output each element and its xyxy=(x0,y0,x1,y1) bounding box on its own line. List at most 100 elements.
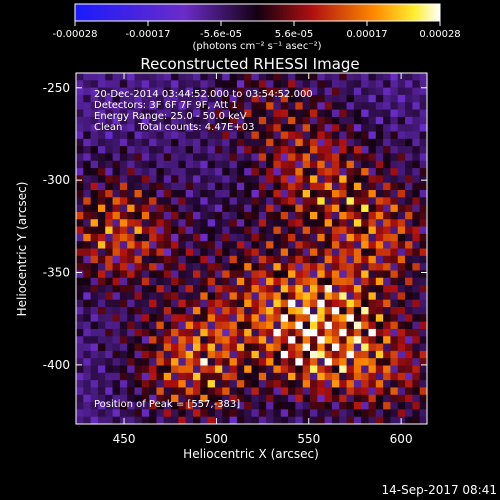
heatmap-cell xyxy=(112,146,121,154)
heatmap-cell xyxy=(383,219,391,227)
heatmap-cell xyxy=(383,168,391,176)
heatmap-cell xyxy=(405,168,413,176)
heatmap-cell xyxy=(141,219,150,227)
heatmap-cell xyxy=(324,248,333,257)
heatmap-cell xyxy=(273,409,282,418)
heatmap-cell xyxy=(353,160,362,169)
heatmap-cell xyxy=(229,277,238,286)
heatmap-cell xyxy=(266,394,274,403)
heatmap-cell xyxy=(258,146,267,154)
heatmap-cell xyxy=(214,131,223,140)
heatmap-cell xyxy=(119,409,128,418)
heatmap-cell xyxy=(105,350,113,359)
heatmap-cell xyxy=(134,211,143,220)
heatmap-cell xyxy=(375,358,384,366)
heatmap-cell xyxy=(163,175,172,184)
heatmap-cell xyxy=(105,168,113,176)
heatmap-cell xyxy=(383,241,391,249)
heatmap-cell xyxy=(193,87,201,96)
heatmap-cell xyxy=(127,299,135,308)
heatmap-cell xyxy=(266,299,274,308)
heatmap-cell xyxy=(383,380,391,388)
heatmap-cell xyxy=(97,380,106,388)
heatmap-cell xyxy=(397,270,406,279)
heatmap-cell xyxy=(295,211,304,220)
heatmap-cell xyxy=(97,73,106,81)
heatmap-cell xyxy=(390,255,399,264)
heatmap-cell xyxy=(83,409,92,418)
heatmap-cell xyxy=(361,87,369,96)
heatmap-cell xyxy=(156,343,165,352)
heatmap-cell xyxy=(280,416,289,424)
heatmap-cell xyxy=(361,270,369,279)
heatmap-cell xyxy=(280,314,289,323)
heatmap-cell xyxy=(229,321,238,330)
heatmap-cell xyxy=(310,211,318,220)
heatmap-cell xyxy=(156,73,165,81)
heatmap-cell xyxy=(346,138,355,147)
heatmap-cell xyxy=(178,73,187,81)
heatmap-cell xyxy=(83,387,92,396)
heatmap-cell xyxy=(97,124,106,132)
heatmap-cell xyxy=(149,190,157,198)
heatmap-cell xyxy=(134,182,143,191)
heatmap-cell xyxy=(266,263,274,271)
heatmap-cell xyxy=(251,263,260,271)
heatmap-cell xyxy=(105,211,113,220)
heatmap-cell xyxy=(295,153,304,162)
heatmap-cell xyxy=(222,175,230,184)
heatmap-cell xyxy=(149,255,157,264)
heatmap-cell xyxy=(331,146,340,154)
heatmap-cell xyxy=(251,321,260,330)
heatmap-cell xyxy=(127,365,135,374)
heatmap-cell xyxy=(324,124,333,132)
heatmap-cell xyxy=(141,116,150,125)
heatmap-cell xyxy=(134,241,143,249)
heatmap-cell xyxy=(273,365,282,374)
heatmap-cell xyxy=(222,350,230,359)
heatmap-cell xyxy=(266,248,274,257)
heatmap-cell xyxy=(214,211,223,220)
heatmap-cell xyxy=(258,233,267,242)
heatmap-cell xyxy=(324,102,333,110)
heatmap-cell xyxy=(390,233,399,242)
heatmap-cell xyxy=(236,116,245,125)
heatmap-cell xyxy=(149,402,157,410)
heatmap-cell xyxy=(207,73,216,81)
heatmap-cell xyxy=(339,80,347,89)
heatmap-cell xyxy=(302,219,311,227)
heatmap-cell xyxy=(163,380,172,388)
heatmap-cell xyxy=(331,387,340,396)
heatmap-cell xyxy=(273,270,282,279)
heatmap-cell xyxy=(251,336,260,344)
heatmap-cell xyxy=(171,328,179,337)
heatmap-cell xyxy=(258,190,267,198)
heatmap-cell xyxy=(222,219,230,227)
heatmap-cell xyxy=(244,394,252,403)
heatmap-cell xyxy=(412,153,421,162)
heatmap-cell xyxy=(97,321,106,330)
heatmap-cell xyxy=(200,182,209,191)
heatmap-cell xyxy=(317,160,326,169)
heatmap-cell xyxy=(258,131,267,140)
heatmap-cell xyxy=(236,328,245,337)
heatmap-cell xyxy=(90,241,99,249)
heatmap-cell xyxy=(185,190,194,198)
heatmap-cell xyxy=(163,416,172,424)
heatmap-cell xyxy=(200,321,209,330)
heatmap-cell xyxy=(375,387,384,396)
heatmap-cell xyxy=(141,146,150,154)
heatmap-cell xyxy=(97,197,106,206)
heatmap-cell xyxy=(251,416,260,424)
heatmap-cell xyxy=(127,131,135,140)
heatmap-cell xyxy=(149,248,157,257)
heatmap-cell xyxy=(134,168,143,176)
heatmap-cell xyxy=(222,109,230,118)
heatmap-cell xyxy=(397,409,406,418)
heatmap-cell xyxy=(244,197,252,206)
heatmap-cell xyxy=(353,416,362,424)
heatmap-cell xyxy=(214,116,223,125)
heatmap-cell xyxy=(141,380,150,388)
heatmap-cell xyxy=(214,175,223,184)
heatmap-cell xyxy=(193,241,201,249)
